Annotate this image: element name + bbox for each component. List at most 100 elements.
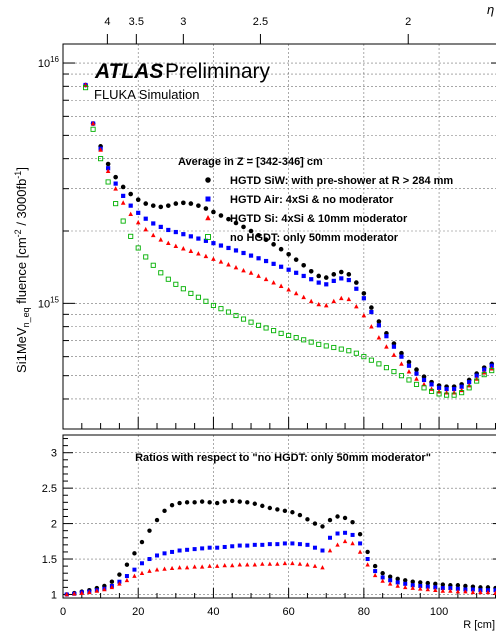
data-point — [369, 324, 374, 329]
ratio-title: Ratios with respect to "no HGDT: only 50… — [135, 452, 431, 464]
ratio-point — [237, 499, 242, 504]
ratio-point — [297, 512, 303, 518]
ratio-point — [455, 589, 461, 594]
ratio-point — [357, 532, 363, 537]
data-point — [263, 237, 269, 243]
data-point — [286, 287, 291, 292]
ratio-point — [433, 587, 438, 593]
ratio-point — [403, 584, 408, 590]
bottom-series-0 — [64, 498, 496, 597]
data-point — [398, 373, 405, 379]
ratio-point — [365, 557, 370, 562]
ratio-point — [154, 567, 160, 572]
data-point — [354, 280, 359, 285]
top-series-2 — [83, 82, 495, 395]
ratio-point — [320, 524, 325, 529]
data-point — [135, 245, 141, 251]
data-point — [384, 334, 389, 339]
data-point — [428, 388, 435, 394]
data-point — [143, 216, 148, 221]
ratio-point — [177, 548, 182, 553]
bottom-x-tick-label: 100 — [430, 606, 448, 618]
ratio-point — [139, 539, 145, 545]
data-point — [226, 216, 231, 222]
ratio-point — [365, 562, 370, 567]
data-point — [218, 259, 224, 264]
bottom-x-tick-label: 40 — [207, 606, 219, 618]
ratio-point — [433, 581, 438, 587]
ratio-point — [237, 562, 242, 567]
data-point — [279, 264, 284, 269]
ratio-point — [132, 567, 137, 572]
ratio-point — [440, 582, 446, 587]
eta-tick-label: 2 — [405, 16, 411, 28]
bottom-y-tick-label: 1 — [51, 589, 57, 601]
data-point — [324, 282, 329, 287]
data-point — [316, 301, 322, 307]
ratio-point — [320, 548, 325, 553]
data-point — [225, 309, 232, 315]
chart-subtitle: FLUKA Simulation — [94, 87, 200, 102]
data-point — [308, 339, 314, 345]
ratio-point — [214, 563, 220, 568]
ratio-point — [448, 588, 453, 593]
data-point — [121, 193, 126, 198]
ratio-point — [305, 517, 310, 522]
data-point — [143, 201, 149, 206]
ratio-point — [192, 564, 197, 569]
bottom-x-tick-label: 20 — [132, 606, 144, 618]
data-point — [339, 276, 344, 281]
data-point — [391, 352, 397, 357]
data-point — [143, 226, 149, 232]
data-point — [278, 330, 284, 336]
data-point — [203, 206, 209, 211]
eta-tick-label: 3 — [180, 16, 186, 28]
ratio-point — [470, 587, 475, 592]
top-panel-frame — [62, 43, 496, 430]
data-point — [120, 184, 126, 190]
data-point — [120, 218, 126, 224]
data-point — [135, 219, 141, 225]
legend-entry-3: no HGDT: only 50mm moderator — [230, 232, 399, 244]
data-point — [180, 286, 186, 292]
ratio-point — [463, 583, 468, 589]
data-point — [150, 262, 156, 268]
data-point — [196, 203, 201, 208]
bottom-y-tick-label: 2 — [51, 519, 57, 531]
data-point — [128, 191, 134, 197]
data-point — [233, 264, 239, 270]
ratio-point — [132, 551, 137, 556]
ratio-point — [267, 561, 273, 566]
data-point — [286, 332, 292, 339]
data-point — [323, 343, 329, 349]
ratio-point — [215, 545, 220, 550]
data-point — [158, 237, 164, 242]
ratio-point — [252, 501, 257, 506]
ratio-point — [470, 589, 476, 595]
ratio-point — [373, 569, 378, 574]
ratio-point — [117, 581, 122, 586]
top-panel-series — [83, 82, 495, 398]
data-point — [308, 298, 314, 304]
data-point — [466, 385, 472, 391]
ratio-point — [350, 532, 355, 537]
data-point — [309, 277, 314, 282]
data-point — [331, 344, 337, 351]
ratio-point — [139, 570, 145, 575]
ratio-point — [403, 578, 408, 583]
data-point — [241, 267, 246, 273]
data-point — [263, 258, 269, 264]
data-point — [233, 220, 239, 226]
data-point — [173, 281, 179, 287]
ratio-point — [162, 551, 167, 556]
data-point — [188, 290, 194, 296]
bottom-x-tick-label: 0 — [60, 606, 66, 618]
ratio-point — [290, 510, 295, 515]
ratio-point — [162, 508, 167, 514]
ratio-point — [169, 502, 175, 508]
ratio-point — [493, 588, 496, 593]
ratio-point — [418, 586, 423, 591]
data-point — [406, 369, 412, 374]
ratio-point — [154, 517, 160, 523]
ratio-point — [440, 588, 446, 593]
